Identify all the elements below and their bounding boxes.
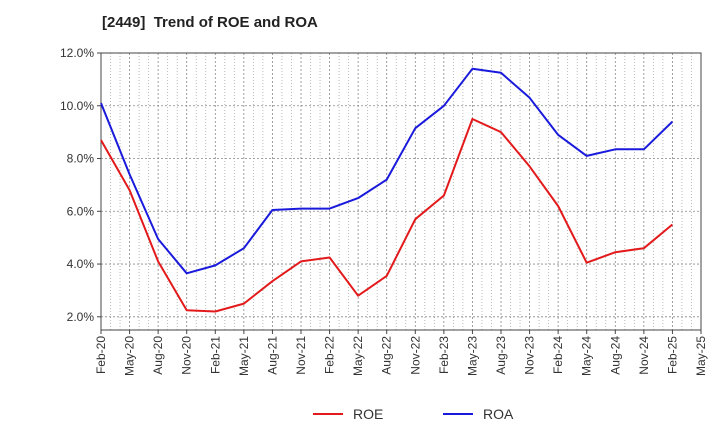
chart-title: [2449] Trend of ROE and ROA xyxy=(102,14,318,31)
x-tick-label: Nov-24 xyxy=(637,336,651,375)
x-tick-label: Feb-24 xyxy=(551,336,565,374)
x-tick-label: May-25 xyxy=(694,336,708,376)
x-tick-label: Aug-21 xyxy=(265,336,279,375)
y-tick-label: 12.0% xyxy=(60,46,94,60)
plot-area xyxy=(101,53,701,330)
x-tick-label: Feb-20 xyxy=(94,336,108,374)
x-tick-label: Aug-20 xyxy=(151,336,165,375)
x-tick-label: May-23 xyxy=(465,336,479,376)
series-line-roa xyxy=(100,67,674,275)
y-tick-label: 2.0% xyxy=(67,310,95,324)
legend-label-roa: ROA xyxy=(483,406,514,422)
x-tick-label: Feb-22 xyxy=(323,336,337,374)
x-tick-label: Feb-21 xyxy=(208,336,222,374)
x-tick-label: May-20 xyxy=(123,336,137,376)
y-tick-label: 6.0% xyxy=(67,204,95,218)
x-tick-label: Aug-24 xyxy=(608,336,622,375)
y-tick-label: 4.0% xyxy=(67,257,95,271)
x-tick-label: Nov-20 xyxy=(180,336,194,375)
x-tick-label: Feb-23 xyxy=(437,336,451,374)
y-tick-label: 8.0% xyxy=(67,152,95,166)
x-tick-label: May-24 xyxy=(580,336,594,376)
x-tick-label: Aug-22 xyxy=(380,336,394,375)
x-tick-label: Nov-23 xyxy=(523,336,537,375)
x-tick-label: Nov-21 xyxy=(294,336,308,375)
x-tick-label: May-21 xyxy=(237,336,251,376)
x-tick-label: May-22 xyxy=(351,336,365,376)
series-line-roe xyxy=(100,118,674,313)
x-tick-label: Aug-23 xyxy=(494,336,508,375)
legend-label-roe: ROE xyxy=(353,406,383,422)
x-tick-label: Feb-25 xyxy=(665,336,679,374)
plot-border xyxy=(100,52,702,331)
x-tick-label: Nov-22 xyxy=(408,336,422,375)
y-tick-label: 10.0% xyxy=(60,99,94,113)
